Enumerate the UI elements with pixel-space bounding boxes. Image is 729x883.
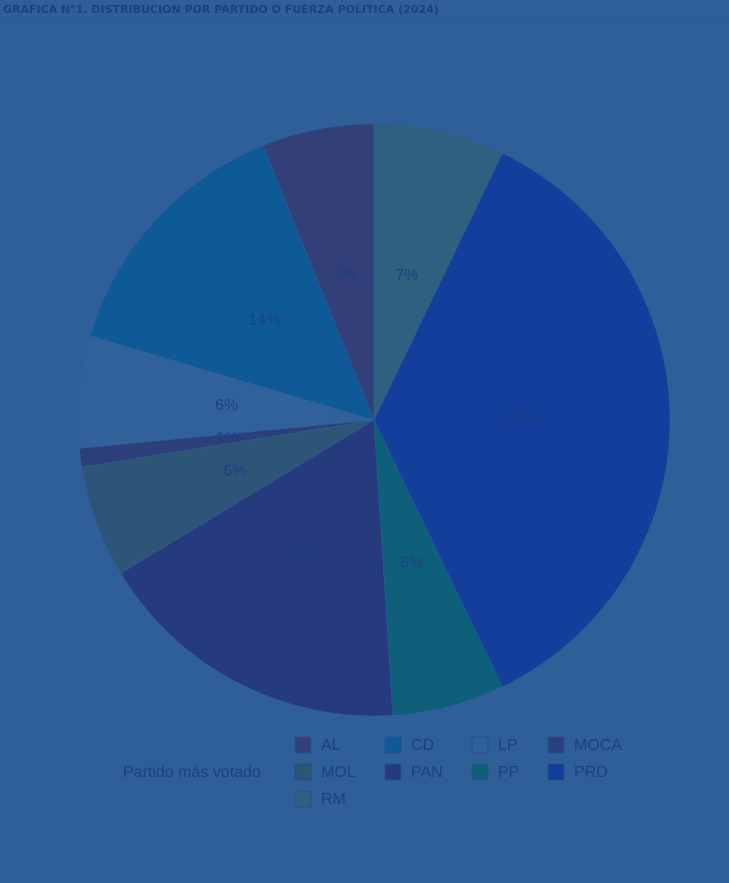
pie-slice xyxy=(89,145,375,421)
legend-swatch xyxy=(384,763,402,781)
legend-label: MOL xyxy=(321,764,356,781)
slice-label: 35% xyxy=(506,411,538,428)
pie-slice xyxy=(373,123,503,421)
slice-label: 6% xyxy=(224,462,247,479)
legend-label: LP xyxy=(498,737,518,754)
slice-label: 7% xyxy=(395,267,418,284)
slice-label: 6% xyxy=(215,397,238,414)
legend-label: RM xyxy=(321,791,346,808)
slice-label: 6% xyxy=(334,266,357,283)
legend-swatch xyxy=(471,763,489,781)
legend-swatch xyxy=(547,736,565,754)
legend-swatch xyxy=(294,790,312,808)
legend-label: CD xyxy=(411,737,434,754)
legend-swatch xyxy=(547,763,565,781)
slice-label: 6% xyxy=(400,554,423,571)
chart-title: GRAFICA N°1. DISTRIBUCION POR PARTIDO O … xyxy=(3,3,439,16)
legend-swatch xyxy=(471,736,489,754)
legend-label: MOCA xyxy=(574,737,622,754)
pie-slice xyxy=(120,419,394,717)
legend-label: PP xyxy=(498,764,519,781)
legend-title: Partido más votado xyxy=(123,764,261,781)
legend-label: AL xyxy=(321,737,341,754)
slice-label: 17% xyxy=(290,542,322,559)
pie-slice xyxy=(373,152,671,688)
slice-label: 14% xyxy=(248,312,280,329)
legend-swatch xyxy=(294,736,312,754)
legend-label: PAN xyxy=(411,764,443,781)
legend-label: PRD xyxy=(574,764,608,781)
legend-swatch xyxy=(294,763,312,781)
legend-swatch xyxy=(384,736,402,754)
